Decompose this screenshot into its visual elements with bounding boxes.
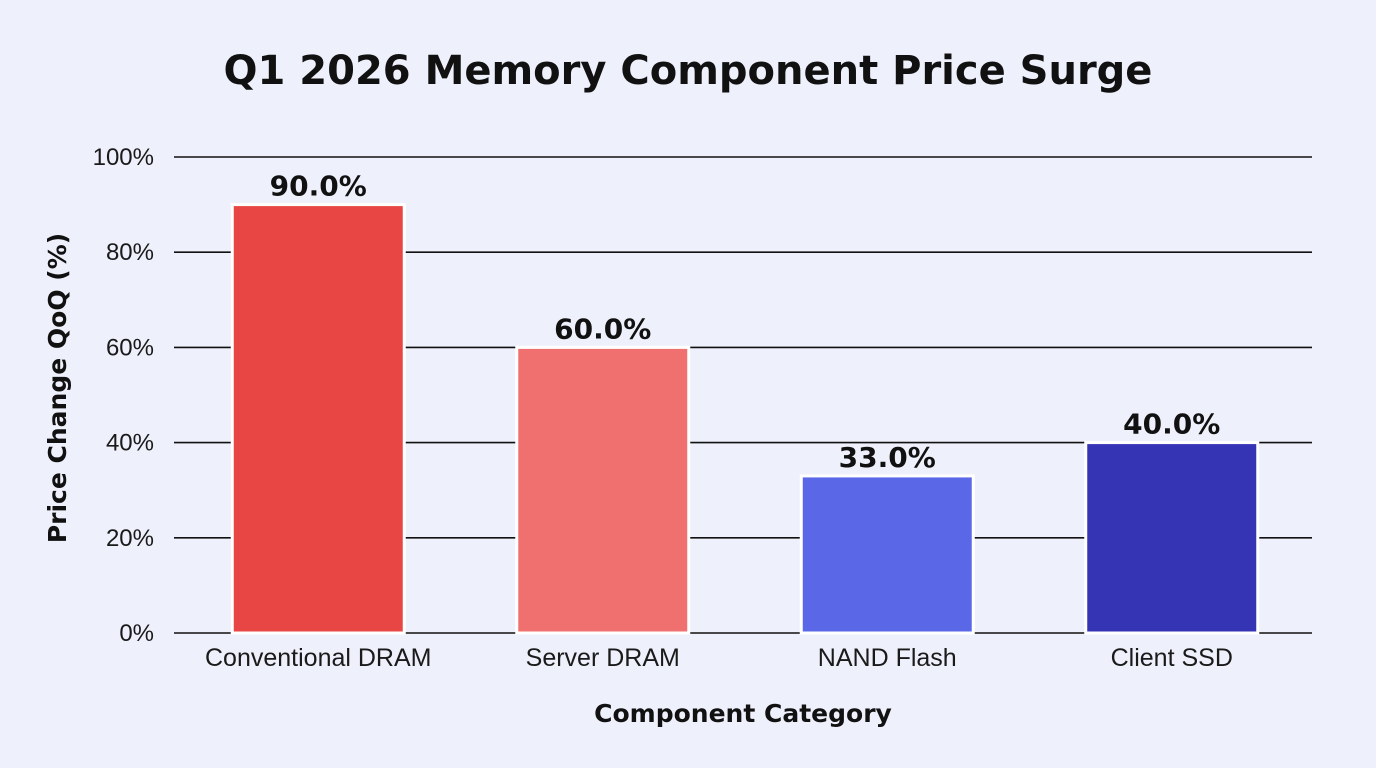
y-axis-ticks: 0% 20% 40% 60% 80% 100% [93,144,154,647]
y-tick-label: 80% [106,239,154,266]
x-category-label: Server DRAM [526,644,680,672]
y-tick-label: 60% [106,334,154,361]
y-tick-label: 100% [93,144,154,171]
chart-title: Q1 2026 Memory Component Price Surge [224,48,1153,94]
y-axis-title: Price Change QoQ (%) [43,233,72,543]
x-category-label: Client SSD [1111,644,1233,672]
bar-value-label: 60.0% [554,312,651,345]
data-labels: 90.0% 60.0% 33.0% 40.0% [270,170,1221,474]
x-axis-title: Component Category [594,699,892,728]
x-category-label: Conventional DRAM [205,644,432,672]
x-axis-categories: Conventional DRAM Server DRAM NAND Flash Cl… [205,644,1233,672]
y-tick-label: 20% [106,525,154,552]
bar [1084,441,1260,635]
bar-value-label: 33.0% [839,441,936,474]
x-category-label: NAND Flash [818,644,957,672]
bar [230,203,406,635]
bar [799,474,975,635]
bar [515,345,691,635]
y-tick-label: 40% [106,430,154,457]
bars [230,203,1260,635]
bar-value-label: 90.0% [270,170,367,203]
bar-value-label: 40.0% [1123,408,1220,441]
y-tick-label: 0% [119,620,154,647]
